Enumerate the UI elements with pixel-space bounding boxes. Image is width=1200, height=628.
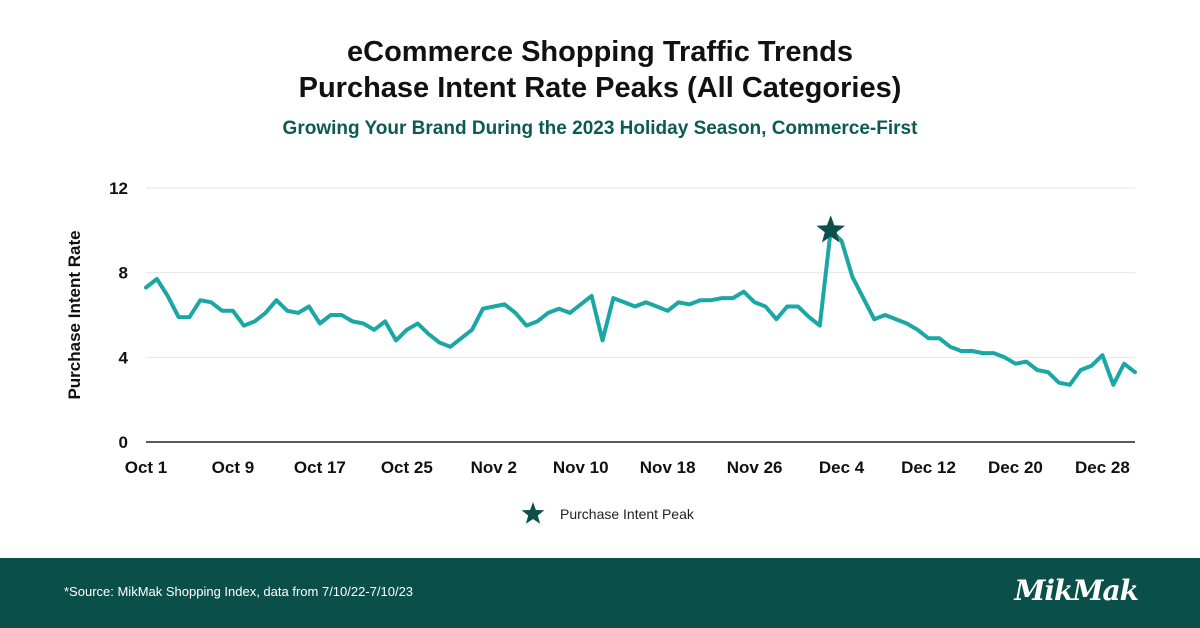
chart-header: eCommerce Shopping Traffic Trends Purcha… — [0, 34, 1200, 140]
mikmak-logo: MikMak — [1014, 574, 1139, 607]
peak-star-marker — [816, 215, 845, 243]
y-axis-label: Purchase Intent Rate — [65, 230, 84, 399]
y-tick-label: 8 — [119, 264, 128, 283]
x-tick-label: Oct 9 — [212, 458, 255, 477]
chart-subtitle: Growing Your Brand During the 2023 Holid… — [282, 118, 918, 139]
x-tick-label: Dec 20 — [988, 458, 1043, 477]
y-tick-label: 12 — [109, 179, 128, 198]
legend-star-icon — [521, 502, 545, 524]
chart-title-line2: Purchase Intent Rate Peaks (All Categori… — [298, 72, 902, 104]
x-tick-label: Oct 25 — [381, 458, 433, 477]
series-line-0 — [144, 228, 1137, 387]
line-chart: 0 4 8 12 Oct 1 Oct 9 Oct 17 Oct 25 Nov 2 Nov 10 No… — [65, 179, 1137, 524]
footer-bar: *Source: MikMak Shopping Index, data fro… — [0, 558, 1200, 628]
legend-label: Purchase Intent Peak — [560, 506, 695, 522]
x-tick-label: Dec 4 — [819, 458, 865, 477]
x-tick-label: Nov 18 — [640, 458, 696, 477]
source-note: *Source: MikMak Shopping Index, data fro… — [64, 584, 414, 599]
y-tick-label: 4 — [119, 348, 129, 367]
x-tick-label: Nov 10 — [553, 458, 609, 477]
x-tick-label: Dec 12 — [901, 458, 956, 477]
chart-title: eCommerce Shopping Traffic Trends — [347, 36, 853, 68]
x-tick-label: Nov 2 — [471, 458, 517, 477]
y-tick-label: 0 — [119, 433, 128, 452]
x-tick-label: Oct 1 — [125, 458, 168, 477]
x-tick-label: Oct 17 — [294, 458, 346, 477]
x-tick-label: Dec 28 — [1075, 458, 1130, 477]
x-tick-label: Nov 26 — [727, 458, 783, 477]
